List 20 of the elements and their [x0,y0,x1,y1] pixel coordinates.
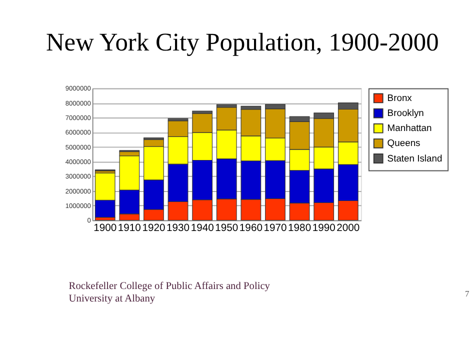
legend-label: Manhattan [387,122,432,134]
x-tick-label: 1990 [312,223,336,234]
x-tick-label: 2000 [336,223,360,234]
legend-label: Bronx [387,92,412,104]
x-tick-label: 1950 [215,223,238,234]
chart-title: New York City Population, 1900-2000 [46,28,439,57]
legend-label: Brooklyn [387,107,424,118]
x-tick-label: 1960 [239,223,263,234]
x-tick-label: 1910 [118,223,142,234]
text: University at Albany [68,293,156,304]
x-tick-label: 1900 [94,223,117,234]
x-tick-label: 1970 [264,223,288,234]
x-tick-label: 1940 [190,223,214,234]
x-tick-label: 1980 [288,223,312,234]
x-tick-label: 1930 [166,223,190,234]
text: 7 [465,288,470,299]
x-tick-label: 1920 [142,223,166,234]
legend-label: Queens [387,137,421,148]
text: Rockefeller College of Public Affairs and Policy [68,281,271,292]
legend-label: Staten Island [387,152,442,164]
